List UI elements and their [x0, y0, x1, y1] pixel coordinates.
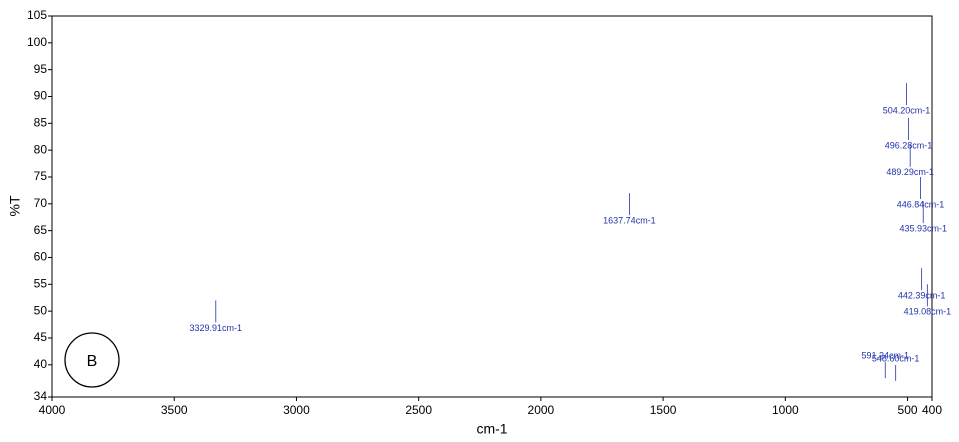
x-tick-label: 4000 [39, 403, 66, 417]
y-tick-label: 75 [34, 169, 48, 183]
plot-frame [51, 15, 933, 398]
x-tick-label: 1500 [650, 403, 677, 417]
annotation-label: 442.39cm-1 [898, 291, 946, 301]
y-tick-label: 70 [34, 196, 48, 210]
x-tick-label: 3500 [161, 403, 188, 417]
y-tick-label: 40 [34, 357, 48, 371]
y-tick-label: 105 [27, 8, 47, 22]
annotation-label: 548.60cm-1 [872, 353, 920, 363]
y-tick-label: 60 [34, 250, 48, 264]
x-tick-label: 3000 [283, 403, 310, 417]
y-tick-label: 65 [34, 223, 48, 237]
annotation-label: 435.93cm-1 [899, 224, 947, 234]
y-tick-label: 34 [34, 389, 48, 403]
x-tick-label: 1000 [772, 403, 799, 417]
annotation-label: 504.20cm-1 [883, 105, 931, 115]
y-tick-label: 55 [34, 276, 48, 290]
y-tick-label: 45 [34, 330, 48, 344]
y-axis-label: %T [7, 195, 23, 216]
y-tick-label: 80 [34, 142, 48, 156]
annotation-label: 591.24cm-1 [861, 351, 909, 361]
y-tick-label: 85 [34, 115, 48, 129]
y-tick-label: 50 [34, 303, 48, 317]
annotation-label: 3329.91cm-1 [190, 323, 243, 333]
x-tick-label: 2000 [528, 403, 555, 417]
x-axis-label: cm-1 [476, 421, 507, 437]
annotation-label: 496.28cm-1 [885, 140, 933, 150]
y-tick-label: 90 [34, 89, 48, 103]
x-tick-label: 400 [922, 403, 942, 417]
annotation-label: 489.29cm-1 [886, 167, 934, 177]
annotation-label: 1637.74cm-1 [603, 215, 656, 225]
y-tick-label: 100 [27, 35, 47, 49]
x-tick-label: 2500 [405, 403, 432, 417]
x-tick-label: 500 [898, 403, 918, 417]
panel-circle [64, 332, 120, 388]
panel-label: B [87, 353, 98, 370]
annotation-label: 419.08cm-1 [904, 307, 952, 317]
y-tick-label: 95 [34, 62, 48, 76]
annotation-label: 446.84cm-1 [897, 199, 945, 209]
